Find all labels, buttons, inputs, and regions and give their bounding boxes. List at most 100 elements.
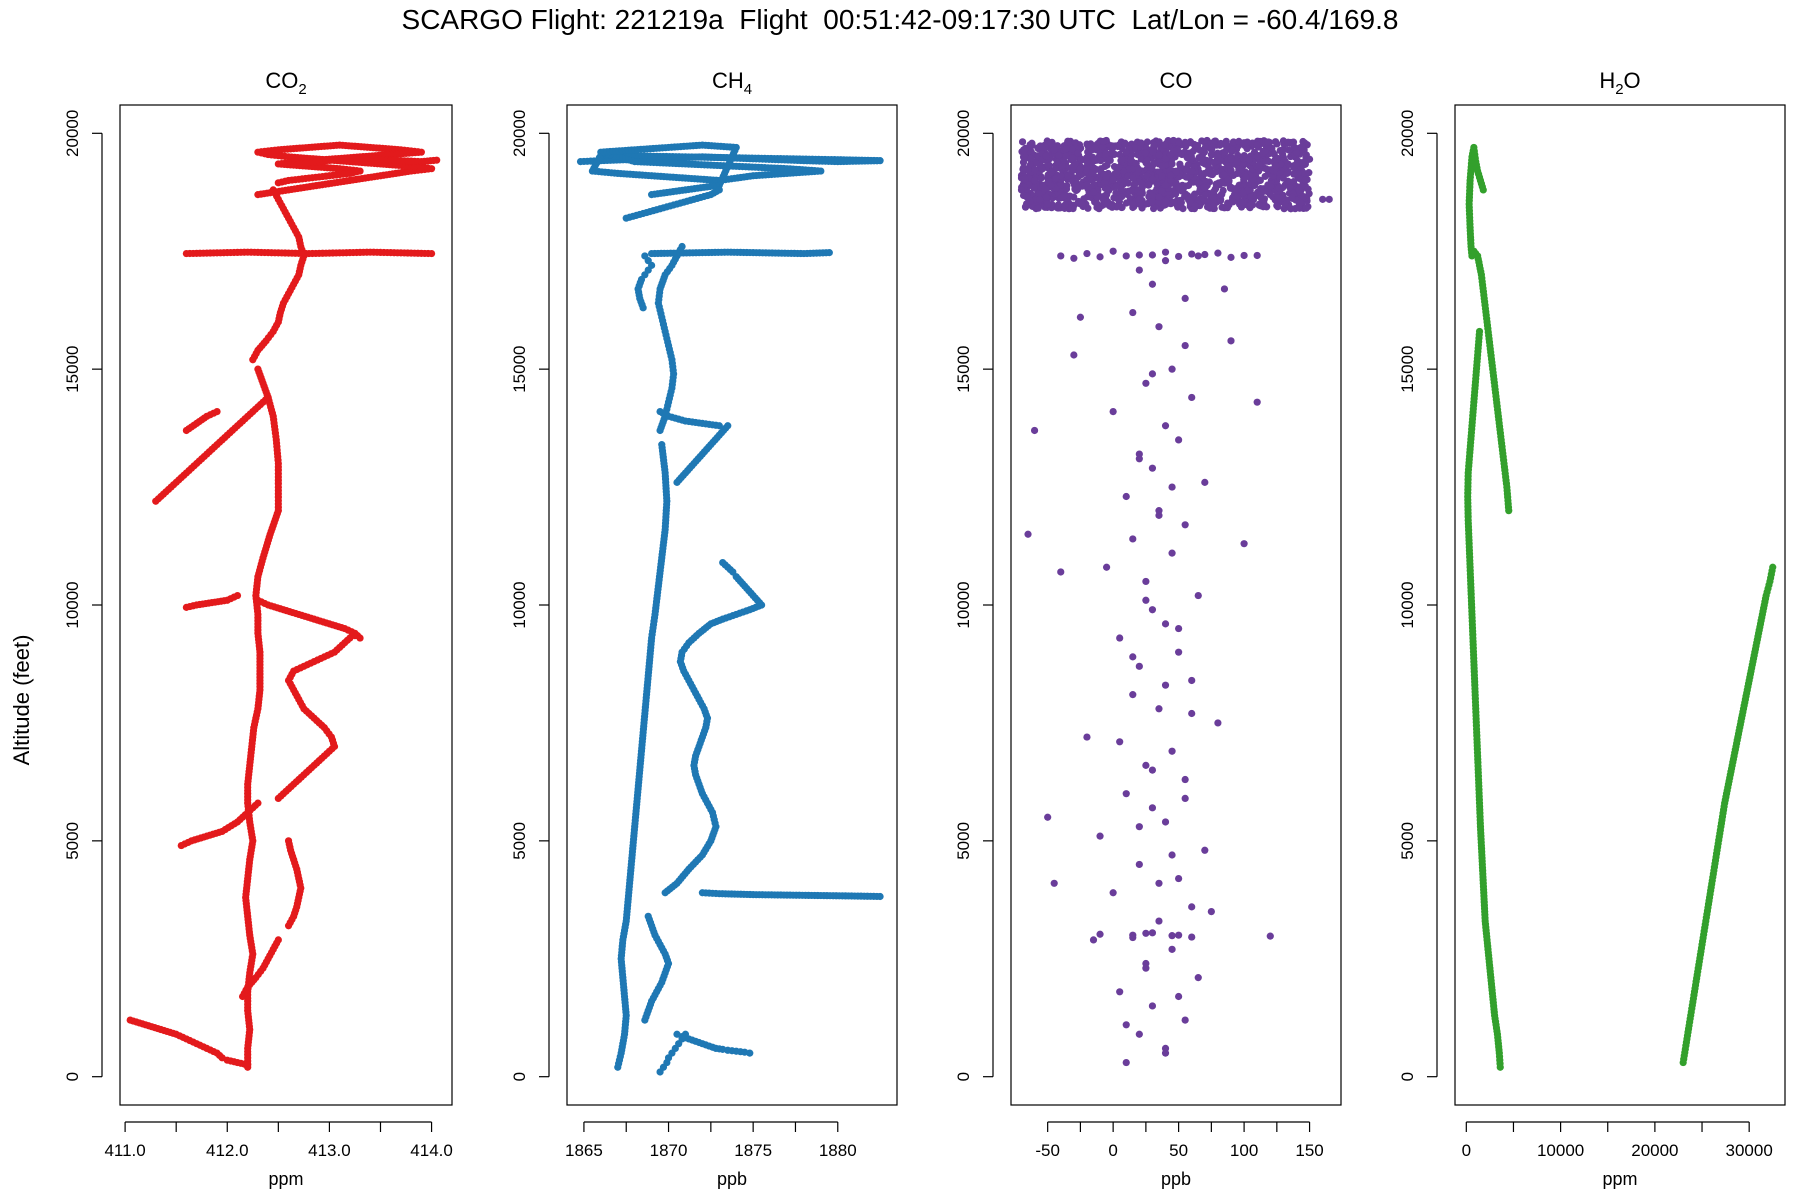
data-point [1175, 183, 1183, 192]
series-4 [1024, 530, 1058, 887]
band-point [1034, 204, 1042, 212]
band-point [1233, 159, 1241, 167]
band-point [1183, 154, 1191, 162]
data-point [1070, 162, 1078, 170]
series-11 [648, 248, 833, 258]
band-point [1272, 162, 1280, 170]
band-point [1245, 156, 1254, 164]
band-point [1172, 168, 1180, 176]
data-point [1769, 563, 1777, 571]
panel-frame [1010, 104, 1342, 1106]
band-point [1167, 171, 1175, 180]
data-point [1135, 455, 1143, 463]
data-point [1247, 193, 1255, 201]
data-point [1070, 254, 1078, 262]
band-point [1203, 203, 1212, 211]
data-point [1089, 936, 1098, 944]
data-point [1181, 1016, 1189, 1024]
data-point [719, 558, 727, 567]
data-point [1142, 596, 1150, 604]
data-point [1201, 250, 1209, 259]
y-tick-label: 15000 [954, 346, 973, 393]
band-point [1097, 157, 1105, 165]
data-point [1286, 183, 1294, 192]
band-point [1091, 144, 1099, 152]
data-point [1109, 247, 1117, 255]
band-point [1201, 143, 1209, 151]
series-3 [126, 1016, 252, 1069]
data-point [1155, 511, 1163, 519]
y-tick-label: 5000 [510, 822, 529, 860]
data-point [1161, 181, 1170, 189]
data-point [213, 408, 221, 416]
data-point [1057, 568, 1065, 576]
band-point [1295, 186, 1303, 194]
band-point [1196, 146, 1204, 154]
band-point [1143, 138, 1151, 146]
x-tick-label: 412.0 [206, 1141, 249, 1160]
data-point [1096, 253, 1104, 261]
band-point [1042, 193, 1050, 201]
data-point [254, 799, 262, 807]
band-point [1172, 190, 1180, 198]
data-point [274, 936, 282, 944]
data-point [1227, 337, 1235, 345]
band-point [1114, 201, 1122, 210]
data-point [1129, 308, 1137, 317]
data-point [1175, 436, 1183, 444]
band-point [1296, 199, 1305, 207]
data-point [1475, 327, 1484, 336]
x-axis-unit: ppm [1602, 1169, 1637, 1189]
band-point [1018, 138, 1027, 146]
y-tick-label: 5000 [1398, 822, 1417, 860]
data-point [1240, 251, 1248, 260]
data-point [1168, 851, 1176, 859]
band-point [1064, 138, 1072, 146]
band-point [1229, 138, 1237, 146]
y-tick-label: 15000 [1398, 346, 1417, 393]
data-point [1096, 930, 1104, 938]
band-point [1023, 193, 1031, 201]
data-point [1148, 804, 1157, 812]
band-point [1155, 151, 1163, 159]
band-point [1261, 147, 1269, 156]
x-tick-label: 1880 [819, 1141, 857, 1160]
data-point [641, 252, 649, 260]
data-point [724, 422, 732, 430]
band-point [1229, 198, 1237, 206]
data-point [1083, 733, 1091, 741]
band-point [1191, 190, 1199, 198]
data-point [1188, 250, 1196, 258]
data-point [1175, 624, 1183, 633]
series-7 [254, 596, 364, 802]
data-point [1325, 195, 1333, 203]
x-tick-label: 411.0 [104, 1141, 145, 1160]
data-point [1253, 251, 1261, 260]
band-point [1228, 146, 1237, 154]
data-point [1155, 323, 1163, 331]
band-point [1274, 194, 1282, 202]
series-2 [249, 186, 308, 364]
data-point [1194, 179, 1202, 187]
data-point [658, 441, 666, 449]
band-point [1068, 154, 1076, 162]
band-point [1182, 173, 1190, 181]
band-point [1281, 200, 1289, 209]
data-point [244, 1061, 252, 1069]
data-point [1175, 992, 1183, 1001]
band-point [1020, 146, 1028, 154]
data-point [1181, 794, 1189, 802]
band-point [1038, 165, 1046, 173]
band-point [1261, 172, 1269, 181]
data-point [1188, 167, 1196, 175]
data-point [1148, 606, 1157, 614]
data-point [1148, 766, 1157, 774]
band-point [1103, 185, 1112, 194]
data-point [1168, 932, 1176, 940]
series-12 [254, 141, 436, 199]
y-tick-label: 5000 [63, 822, 82, 860]
y-tick-label: 0 [510, 1072, 529, 1081]
data-point [1168, 945, 1176, 953]
band-point [1136, 190, 1145, 198]
